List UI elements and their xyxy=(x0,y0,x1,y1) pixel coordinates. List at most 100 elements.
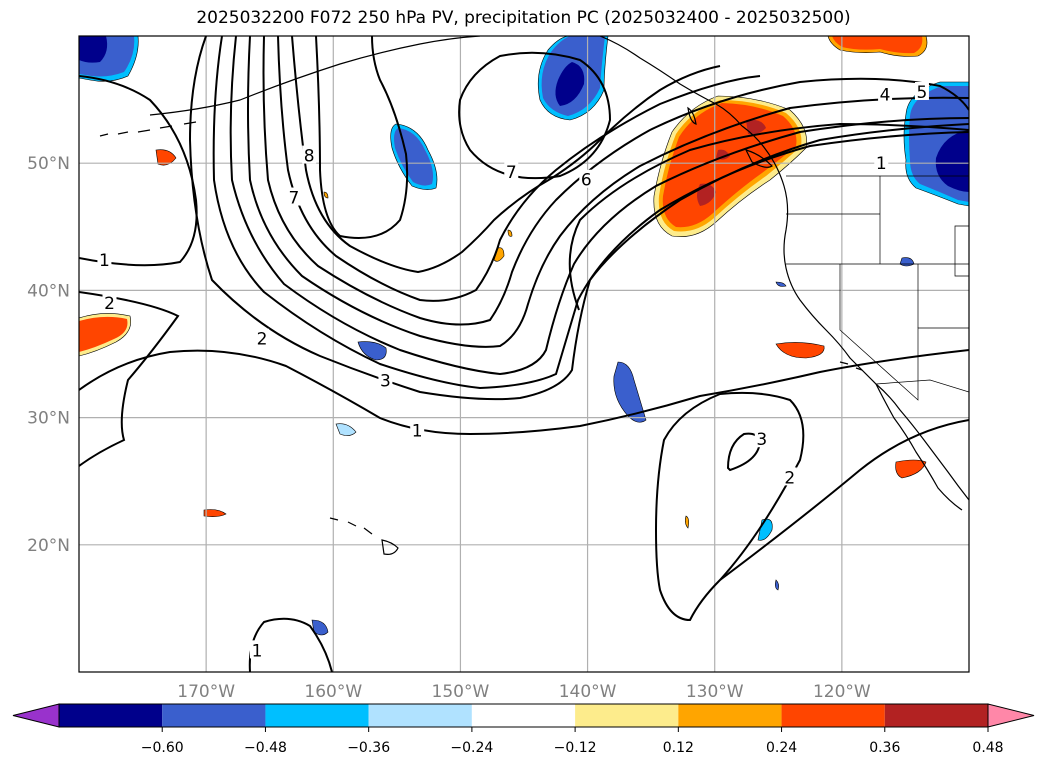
pv-contours xyxy=(79,36,969,672)
precip-positive-area xyxy=(203,509,227,517)
lat-tick-label: 40°N xyxy=(27,281,70,301)
precip-positive-area xyxy=(832,36,923,54)
coastlines xyxy=(99,36,969,555)
colorbar-tick-label: −0.12 xyxy=(554,740,597,756)
colorbar-segment xyxy=(162,704,266,727)
contour-label: 1 xyxy=(412,421,423,441)
contour-label: 2 xyxy=(104,294,115,314)
precip-negative-area xyxy=(311,619,329,636)
precip-negative-area xyxy=(899,257,915,267)
pv-contour xyxy=(79,349,969,436)
lon-tick-label: 170°W xyxy=(177,682,235,702)
contour-label-bg xyxy=(410,420,425,439)
contour-label: 2 xyxy=(257,330,268,350)
islands-aleutian xyxy=(99,121,197,137)
islands-hawaii xyxy=(329,517,399,555)
precip-positive-area xyxy=(493,247,505,262)
map-frame xyxy=(78,35,970,673)
precip-positive-area xyxy=(79,316,128,352)
coastline-baja xyxy=(875,383,963,511)
pv-contour xyxy=(79,291,180,467)
lon-tick-label: 160°W xyxy=(304,682,362,702)
colorbar-segment xyxy=(884,704,988,727)
precip-positive-area xyxy=(155,149,177,166)
colorbar-tick-label: 0.36 xyxy=(869,740,900,756)
pv-contour xyxy=(212,36,969,390)
precip-positive-area xyxy=(507,229,513,237)
colorbar-extend-high xyxy=(987,703,1035,728)
lon-tick-label: 130°W xyxy=(686,682,744,702)
precip-negative-area xyxy=(394,128,434,186)
colorbar-tick-label: 0.24 xyxy=(766,740,797,756)
precip-positive-area xyxy=(323,191,329,199)
colorbar-segment xyxy=(781,704,885,727)
colorbar-tick-label: 0.12 xyxy=(663,740,694,756)
precip-negative-area xyxy=(775,579,779,591)
border-us-mexico xyxy=(875,379,969,393)
border-state xyxy=(786,176,969,265)
lon-tick-label: 140°W xyxy=(559,682,617,702)
precip-positive-area xyxy=(746,119,766,135)
pv-contour xyxy=(726,432,762,472)
pv-contour xyxy=(458,51,612,180)
contour-label: 7 xyxy=(506,163,517,183)
plot-title: 2025032200 F072 250 hPa PV, precipitatio… xyxy=(196,8,851,28)
precip-negative-area xyxy=(935,130,969,192)
contour-label: 4 xyxy=(880,86,891,106)
contour-label-bg xyxy=(874,153,889,172)
colorbar-tick-label: 0.48 xyxy=(972,740,1003,756)
pv-contour xyxy=(79,75,198,267)
colorbar-segment xyxy=(678,704,782,727)
contour-label: 6 xyxy=(581,171,592,191)
precip-fills xyxy=(79,36,969,636)
contour-label: 3 xyxy=(380,372,391,392)
contour-label: 2 xyxy=(784,468,795,488)
lat-tick-labels: 20°N 30°N 40°N 50°N xyxy=(27,154,70,556)
coastline-alaska xyxy=(599,36,743,127)
contour-label-bg xyxy=(754,429,769,448)
pv-contour xyxy=(568,122,969,311)
precip-positive-area xyxy=(697,183,716,206)
colorbar-segment xyxy=(575,704,679,727)
colorbar-segment xyxy=(265,704,369,727)
contour-label: 3 xyxy=(756,430,767,450)
border-state xyxy=(839,264,969,401)
contour-label-bg xyxy=(97,249,112,268)
precip-negative-area xyxy=(613,361,647,423)
colorbar-segment xyxy=(59,704,163,727)
coastline-alaska xyxy=(149,36,481,116)
precip-negative-area xyxy=(357,341,387,361)
colorbar-segment xyxy=(368,704,472,727)
colorbar-tick-label: −0.24 xyxy=(450,740,493,756)
precip-negative-area xyxy=(757,518,773,541)
contour-label-bg xyxy=(250,640,264,659)
contour-label: 8 xyxy=(304,147,315,167)
lat-tick-label: 50°N xyxy=(27,154,70,174)
precip-positive-area xyxy=(685,515,689,529)
border-state xyxy=(917,225,969,328)
pv-contour xyxy=(277,36,761,302)
precip-positive-area xyxy=(895,459,927,479)
pv-contour xyxy=(262,36,969,326)
contour-label: 1 xyxy=(876,154,887,174)
contour-label: 1 xyxy=(252,641,263,661)
contour-label: 7 xyxy=(288,189,299,209)
pv-contour xyxy=(229,36,969,376)
colorbar: −0.60 −0.48 −0.36 −0.24 −0.12 0.12 0.24 0.36 0.4… xyxy=(12,703,1035,756)
pv-contour xyxy=(291,36,721,274)
colorbar-outline xyxy=(58,703,989,728)
contour-label-bg xyxy=(914,81,929,100)
contour-label-bg xyxy=(782,467,797,486)
contour-label-bg xyxy=(378,370,393,389)
lon-tick-label: 120°W xyxy=(813,682,871,702)
lat-tick-label: 20°N xyxy=(27,536,70,556)
contour-label-bg xyxy=(255,328,270,347)
contour-label-bg xyxy=(579,169,594,188)
pv-contour xyxy=(315,36,409,239)
lat-tick-label: 30°N xyxy=(27,409,70,429)
gridlines xyxy=(79,36,969,672)
lon-tick-label: 150°W xyxy=(432,682,490,702)
contour-label-bg xyxy=(286,187,301,206)
